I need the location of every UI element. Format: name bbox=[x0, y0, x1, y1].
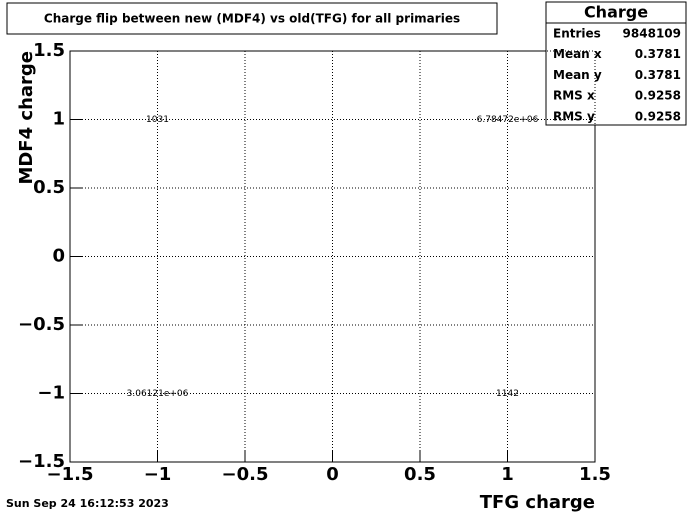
stats-value: 0.9258 bbox=[635, 109, 681, 123]
y-axis-title: MDF4 charge bbox=[16, 51, 37, 185]
stats-value: 0.3781 bbox=[635, 68, 681, 82]
x-tick-label: 1 bbox=[501, 464, 514, 485]
x-tick-label: 0 bbox=[326, 464, 339, 485]
cell-label: 1142 bbox=[496, 389, 519, 399]
y-tick-label: −1 bbox=[37, 383, 65, 404]
stats-value: 0.9258 bbox=[635, 89, 681, 103]
stats-label: RMS x bbox=[553, 89, 595, 103]
x-tick-label: −1.5 bbox=[47, 464, 94, 485]
x-axis-title: TFG charge bbox=[480, 492, 595, 513]
cell-label: 3.06121e+06 bbox=[127, 389, 189, 399]
x-tick-label: 1.5 bbox=[579, 464, 611, 485]
y-tick-label: 0.5 bbox=[33, 177, 65, 198]
y-tick-label: 1 bbox=[52, 109, 65, 130]
stats-value: 9848109 bbox=[623, 27, 681, 41]
stats-label: Mean x bbox=[553, 47, 602, 61]
y-tick-label: 1.5 bbox=[33, 40, 65, 61]
stats-title: Charge bbox=[584, 3, 648, 22]
cell-label: 6.78472e+06 bbox=[477, 115, 539, 125]
title-box bbox=[6, 2, 498, 35]
chart-title: Charge flip between new (MDF4) vs old(TF… bbox=[44, 12, 460, 26]
timestamp: Sun Sep 24 16:12:53 2023 bbox=[6, 497, 169, 510]
y-tick-label: −1.5 bbox=[18, 451, 65, 472]
stats-value: 0.3781 bbox=[635, 47, 681, 61]
stats-label: RMS y bbox=[553, 109, 595, 123]
y-tick-label: 0 bbox=[52, 246, 65, 267]
x-tick-label: 0.5 bbox=[404, 464, 436, 485]
x-tick-label: −0.5 bbox=[222, 464, 269, 485]
stats-label: Entries bbox=[553, 27, 601, 41]
y-tick-label: −0.5 bbox=[18, 314, 65, 335]
cell-label: 1031 bbox=[146, 115, 169, 125]
x-tick-label: −1 bbox=[144, 464, 172, 485]
stats-label: Mean y bbox=[553, 68, 602, 82]
